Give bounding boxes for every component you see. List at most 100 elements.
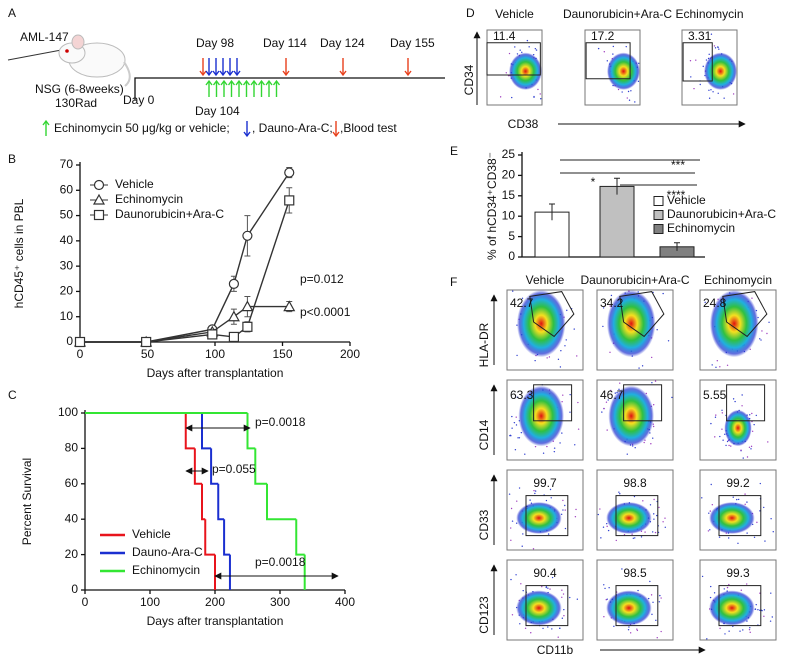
event-dot xyxy=(623,533,626,536)
event-dot xyxy=(712,91,714,93)
event-dot xyxy=(521,545,523,547)
event-dot xyxy=(514,46,516,48)
event-dot xyxy=(755,603,757,606)
event-dot xyxy=(577,428,580,430)
event-dot xyxy=(610,294,613,297)
event-dot xyxy=(627,90,630,93)
mouse-label: NSG (6-8weeks) xyxy=(35,82,124,96)
event-dot xyxy=(597,47,600,50)
density-blob xyxy=(709,502,755,534)
blood-test-arrow-head xyxy=(282,70,290,77)
event-dot xyxy=(742,457,744,459)
event-dot xyxy=(545,499,548,502)
event-dot xyxy=(711,503,714,506)
event-dot xyxy=(759,482,761,485)
y-axis-label: Percent Survival xyxy=(20,458,34,545)
gate-value: 98.8 xyxy=(623,476,647,490)
event-dot xyxy=(613,625,615,628)
y-tick-label: 20 xyxy=(65,547,79,561)
event-dot xyxy=(710,585,712,588)
event-dot xyxy=(739,630,741,632)
event-dot xyxy=(718,536,721,538)
x-tick-label: 0 xyxy=(82,595,89,609)
event-dot xyxy=(609,351,611,354)
event-dot xyxy=(562,509,564,511)
event-dot xyxy=(732,398,735,400)
y-axis-label: CD34 xyxy=(462,64,476,95)
gate xyxy=(525,585,569,627)
event-dot xyxy=(734,400,736,403)
event-dot xyxy=(636,628,638,630)
event-dot xyxy=(660,597,662,599)
event-dot xyxy=(511,614,514,616)
gate xyxy=(619,291,665,338)
event-dot xyxy=(662,292,664,295)
event-dot xyxy=(634,101,636,103)
marker xyxy=(283,300,296,312)
x-axis-label: Days after transplantation xyxy=(147,614,284,628)
marker xyxy=(228,331,239,343)
event-dot xyxy=(710,89,712,91)
event-dot xyxy=(652,425,655,428)
mouse-ear xyxy=(71,34,85,50)
event-dot xyxy=(561,617,564,619)
event-dot xyxy=(561,401,563,403)
treatment-arrow-head xyxy=(242,79,251,86)
event-dot xyxy=(618,491,620,493)
event-dot xyxy=(714,47,717,49)
legend-treatment-text: Echinomycin 50 μg/kg or vehicle; xyxy=(54,121,230,135)
gate-value: 5.55 xyxy=(703,388,727,402)
event-dot xyxy=(709,529,711,531)
event-dot xyxy=(530,632,532,634)
x-tick-label: 150 xyxy=(272,347,292,361)
cell-line-label: AML-147 xyxy=(20,30,69,44)
event-dot xyxy=(717,92,719,94)
y-tick-label: 5 xyxy=(508,229,515,243)
event-dot xyxy=(771,616,773,618)
event-dot xyxy=(508,52,511,55)
event-dot xyxy=(510,507,513,510)
event-dot xyxy=(632,537,635,539)
mouse-tail xyxy=(123,61,131,87)
event-dot xyxy=(569,411,571,413)
event-dot xyxy=(563,608,565,611)
series-line xyxy=(80,172,290,343)
gate-value: 3.31 xyxy=(688,29,712,43)
gate-value: 11.4 xyxy=(493,29,516,43)
event-dot xyxy=(508,493,511,495)
event-dot xyxy=(770,518,772,520)
event-dot xyxy=(753,536,756,538)
event-dot xyxy=(515,574,517,576)
day-label: Day 0 xyxy=(123,93,155,107)
legend-blood-arrow-head xyxy=(332,131,340,138)
mouse-eye xyxy=(65,49,69,53)
marker xyxy=(241,300,254,312)
event-dot xyxy=(637,589,639,592)
event-dot xyxy=(640,536,643,538)
x-axis-label: CD38 xyxy=(508,117,539,131)
event-dot xyxy=(653,513,655,515)
density-blob xyxy=(516,290,566,358)
panel-letter: F xyxy=(450,275,457,289)
event-dot xyxy=(560,349,562,352)
annotation: p<0.0001 xyxy=(300,305,351,319)
event-dot xyxy=(759,592,761,594)
event-dot xyxy=(723,97,725,99)
event-dot xyxy=(614,392,616,394)
event-dot xyxy=(726,440,729,443)
legend-label: Vehicle xyxy=(667,193,706,207)
event-dot xyxy=(713,45,716,47)
event-dot xyxy=(551,628,553,630)
event-dot xyxy=(603,616,605,618)
density-blob xyxy=(724,409,752,447)
event-dot xyxy=(642,500,644,502)
event-dot xyxy=(695,59,697,61)
treatment-arrow-head xyxy=(212,79,221,86)
chemo-arrow-head xyxy=(219,70,227,77)
event-dot xyxy=(600,537,602,539)
event-dot xyxy=(751,412,753,415)
event-dot xyxy=(542,627,544,630)
event-dot xyxy=(518,487,521,489)
event-dot xyxy=(545,586,547,589)
gate xyxy=(529,291,575,338)
